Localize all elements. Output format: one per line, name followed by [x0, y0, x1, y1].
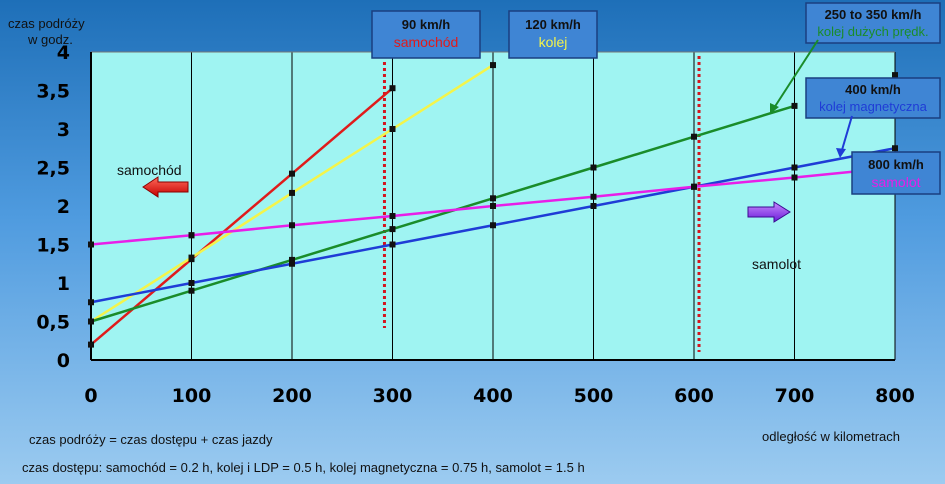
- y-axis-label-line1: czas podróży: [8, 16, 85, 31]
- marker-extra-1: [892, 72, 898, 79]
- marker-kolej_magnetyczna-200: [289, 260, 295, 267]
- y-tick-label-3: 1,5: [36, 235, 70, 257]
- y-tick-label-7: 3,5: [36, 81, 70, 103]
- y-axis-label-line2: w godz.: [27, 32, 73, 47]
- marker-extra-0: [188, 232, 195, 239]
- access-time-note: czas dostępu: samochód = 0.2 h, kolej i …: [22, 460, 585, 475]
- series-line-samochod: [90, 87, 394, 346]
- marker-kolej_duzych-600: [691, 133, 697, 140]
- series-lines: [90, 64, 896, 346]
- annotation-90kmh-speed: 90 km/h: [402, 17, 450, 32]
- marker-samolot-200: [289, 222, 295, 229]
- y-tick-label-8: 4: [57, 42, 70, 64]
- x-tick-label-700: 700: [775, 385, 815, 407]
- formula-note: czas podróży = czas dostępu + czas jazdy: [29, 432, 273, 447]
- y-tick-label-0: 0: [57, 350, 70, 372]
- marker-samolot-0: [88, 241, 94, 248]
- annotation-90kmh-mode: samochód: [394, 34, 459, 50]
- annotation-120kmh-speed: 120 km/h: [525, 17, 581, 32]
- annotation-800kmh-speed: 800 km/h: [868, 157, 924, 172]
- y-tick-label-5: 2,5: [36, 158, 70, 180]
- annotation-90kmh: 90 km/h samochód: [371, 10, 481, 59]
- x-tick-label-0: 0: [84, 385, 97, 407]
- marker-kolej_duzych-100: [188, 287, 195, 294]
- marker-kolej-200: [289, 189, 295, 196]
- marker-kolej_duzych-200: [289, 256, 295, 263]
- annotation-800kmh-mode: samolot: [871, 174, 920, 190]
- x-tick-labels: 0 100 200 300 400 500 600 700 800: [84, 385, 914, 407]
- marker-kolej_magnetyczna-100: [188, 280, 195, 286]
- marker-kolej_magnetyczna-400: [490, 222, 496, 229]
- y-tick-label-6: 3: [57, 119, 70, 141]
- annotation-400kmh-speed: 400 km/h: [845, 82, 901, 97]
- marker-samolot-700: [791, 174, 798, 181]
- samochod-arrow-label: samochód: [117, 162, 182, 178]
- x-axis-label: odległość w kilometrach: [762, 429, 900, 444]
- marker-kolej_duzych-700: [791, 102, 798, 109]
- marker-kolej_duzych-300: [389, 226, 396, 233]
- y-tick-label-4: 2: [57, 196, 70, 218]
- annotation-120kmh-mode: kolej: [539, 34, 568, 50]
- pointer-arrow-250kmh: [770, 39, 819, 114]
- marker-samolot-600: [691, 183, 697, 190]
- samolot-arrow-label: samolot: [752, 256, 801, 272]
- x-tick-label-300: 300: [373, 385, 413, 407]
- y-tick-label-1: 0,5: [36, 312, 70, 334]
- dotted-reference-lines: [382, 56, 701, 352]
- annotation-250kmh-speed: 250 to 350 km/h: [825, 7, 922, 22]
- marker-kolej_magnetyczna-0: [88, 299, 94, 306]
- marker-samolot-400: [490, 203, 496, 209]
- y-tick-labels: 0 0,5 1 1,5 2 2,5 3 3,5 4: [36, 42, 70, 372]
- left-arrow-icon: [142, 176, 189, 198]
- marker-kolej_magnetyczna-800: [892, 145, 898, 152]
- annotation-120kmh: 120 km/h kolej: [508, 10, 598, 59]
- marker-kolej_duzych-0: [88, 318, 94, 325]
- marker-kolej-300: [389, 126, 396, 132]
- marker-kolej_magnetyczna-700: [791, 164, 798, 171]
- annotation-800kmh: 800 km/h samolot: [851, 151, 941, 195]
- x-tick-label-200: 200: [272, 385, 312, 407]
- marker-samochod-200: [289, 170, 295, 177]
- x-tick-label-500: 500: [574, 385, 614, 407]
- annotation-400kmh: 400 km/h kolej magnetyczna: [805, 77, 941, 119]
- marker-samolot-300: [389, 213, 396, 220]
- x-tick-label-100: 100: [172, 385, 212, 407]
- marker-samochod-300: [389, 85, 396, 92]
- data-markers: [88, 62, 898, 348]
- annotation-250kmh-mode: kolej dużych prędk.: [817, 24, 928, 39]
- annotation-400kmh-mode: kolej magnetyczna: [819, 99, 927, 114]
- marker-kolej_duzych-500: [590, 164, 597, 171]
- series-line-kolej_duzych: [90, 104, 795, 323]
- x-tick-label-600: 600: [674, 385, 714, 407]
- right-arrow-icon: [747, 201, 791, 223]
- x-tick-label-800: 800: [875, 385, 915, 407]
- marker-kolej-400: [490, 62, 496, 69]
- marker-kolej_magnetyczna-500: [590, 203, 597, 209]
- marker-samolot-500: [590, 193, 597, 200]
- marker-kolej_magnetyczna-300: [389, 241, 396, 248]
- marker-kolej-100: [188, 254, 195, 261]
- pointer-arrow-400kmh: [836, 115, 853, 158]
- y-tick-label-2: 1: [57, 273, 70, 295]
- x-tick-label-400: 400: [473, 385, 513, 407]
- annotation-250kmh: 250 to 350 km/h kolej dużych prędk.: [805, 2, 941, 44]
- marker-samochod-0: [88, 341, 94, 348]
- marker-kolej_duzych-400: [490, 195, 496, 202]
